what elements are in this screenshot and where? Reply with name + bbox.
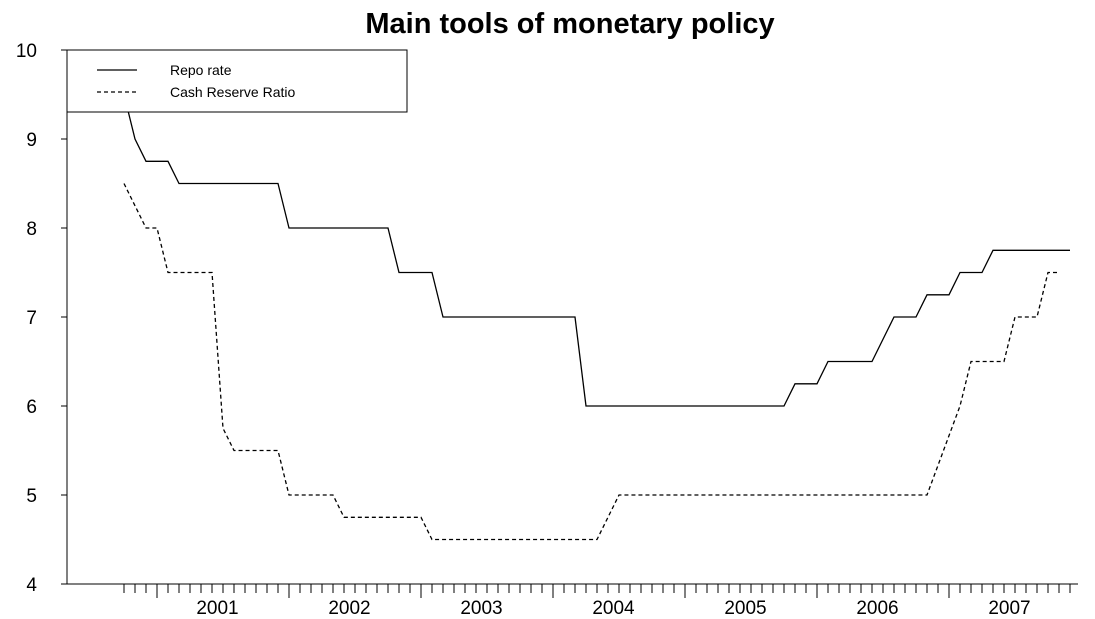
legend-box [66, 49, 408, 113]
repo-rate-line [112, 49, 1070, 407]
x-tick-label: 2004 [592, 598, 635, 619]
cash-reserve-ratio-line [123, 183, 1059, 541]
x-tick-label: 2003 [460, 598, 502, 619]
x-tick-label: 2005 [724, 598, 766, 619]
y-tick-label: 4 [26, 575, 37, 596]
x-tick-label: 2006 [856, 598, 898, 619]
legend-label: Cash Reserve Ratio [170, 84, 295, 100]
y-tick-label: 5 [26, 486, 37, 507]
legend: Repo rate Cash Reserve Ratio [66, 49, 408, 113]
legend-label: Repo rate [170, 62, 232, 78]
y-tick-label: 7 [26, 308, 37, 329]
x-tick-label: 2002 [328, 598, 370, 619]
x-tick-label: 2007 [988, 598, 1030, 619]
y-tick-label: 8 [26, 219, 37, 240]
y-tick-label: 10 [16, 41, 37, 62]
x-tick-label: 2001 [196, 598, 238, 619]
series-layer [112, 49, 1070, 541]
axes: 4 5 6 7 8 9 10 2001 2002 2003 2004 2005 2006 2007 [16, 41, 1078, 619]
y-tick-label: 6 [26, 397, 37, 418]
y-tick-label: 9 [26, 130, 37, 151]
chart-title: Main tools of monetary policy [365, 8, 775, 40]
